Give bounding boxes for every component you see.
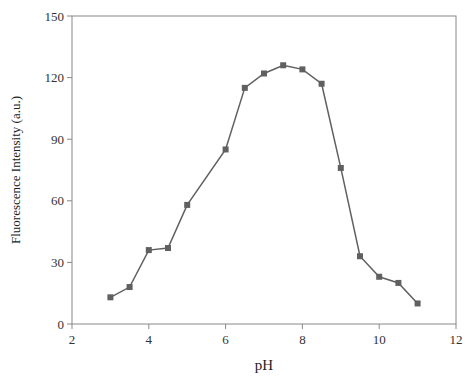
data-point	[338, 165, 344, 171]
y-tick-label: 0	[58, 317, 65, 332]
y-tick	[67, 324, 72, 325]
data-point	[319, 81, 325, 87]
y-tick-label: 60	[51, 193, 64, 208]
y-tick	[67, 16, 72, 17]
x-tick	[456, 324, 457, 329]
x-tick-label: 2	[69, 332, 76, 347]
x-tick-label: 6	[222, 332, 229, 347]
data-point	[242, 85, 248, 91]
data-point	[415, 300, 421, 306]
x-tick-label: 10	[373, 332, 386, 347]
data-point	[184, 202, 190, 208]
x-tick-label: 12	[450, 332, 463, 347]
data-point	[376, 274, 382, 280]
data-point	[223, 146, 229, 152]
y-tick	[67, 77, 72, 78]
data-point	[357, 253, 363, 259]
x-tick-label: 8	[299, 332, 306, 347]
x-tick	[379, 324, 380, 329]
data-point	[299, 66, 305, 72]
data-point	[146, 247, 152, 253]
chart-container: 246810120306090120150pHFluorescence Inte…	[0, 0, 474, 386]
y-tick-label: 150	[45, 9, 65, 24]
y-axis-label: Fluorescence Intensity (a.u.)	[8, 96, 23, 244]
data-point	[280, 62, 286, 68]
data-point	[165, 245, 171, 251]
y-tick-label: 90	[51, 132, 64, 147]
plot-frame	[72, 16, 456, 324]
y-tick-label: 30	[51, 255, 64, 270]
y-tick-label: 120	[45, 70, 65, 85]
data-point	[107, 294, 113, 300]
x-tick	[225, 324, 226, 329]
y-tick	[67, 139, 72, 140]
data-point	[261, 70, 267, 76]
x-tick	[148, 324, 149, 329]
chart: 246810120306090120150pHFluorescence Inte…	[0, 0, 474, 386]
x-axis-label: pH	[255, 357, 274, 373]
data-point	[395, 280, 401, 286]
data-line	[110, 65, 417, 303]
plot-area	[107, 62, 420, 306]
data-point	[127, 284, 133, 290]
x-tick	[302, 324, 303, 329]
y-tick	[67, 262, 72, 263]
x-tick	[72, 324, 73, 329]
x-tick-label: 4	[146, 332, 153, 347]
y-tick	[67, 200, 72, 201]
